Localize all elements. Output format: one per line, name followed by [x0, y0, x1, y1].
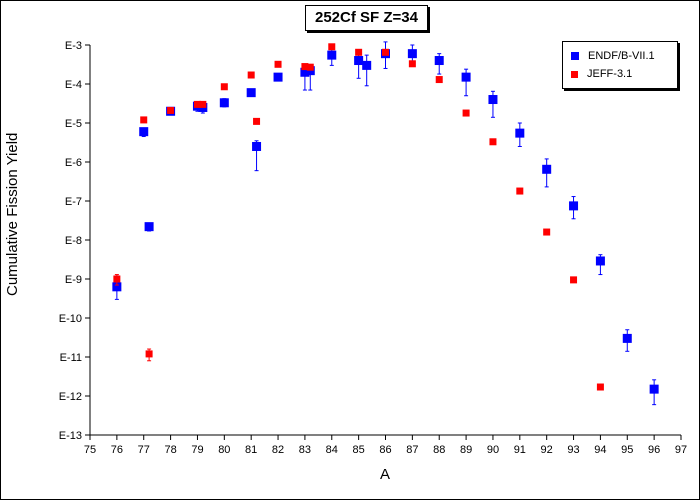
data-point-endf: [246, 88, 256, 98]
data-point-jeff: [355, 48, 363, 56]
y-tick-label: E-12: [59, 391, 82, 403]
x-tick-label: 84: [326, 444, 338, 456]
x-tick-label: 81: [245, 444, 257, 456]
data-point-endf: [252, 141, 262, 151]
x-tick-label: 95: [621, 444, 633, 456]
x-tick-label: 86: [379, 444, 391, 456]
data-point-endf: [327, 50, 337, 60]
data-point-jeff: [253, 117, 261, 125]
y-tick-label: E-6: [65, 157, 82, 169]
x-tick-label: 77: [138, 444, 150, 456]
y-tick-label: E-7: [65, 196, 82, 208]
data-point-jeff: [145, 350, 153, 358]
legend-entry-jeff: JEFF-3.1: [571, 66, 632, 82]
x-tick-label: 97: [675, 444, 687, 456]
data-point-jeff: [167, 106, 175, 114]
x-tick-label: 82: [272, 444, 284, 456]
data-point-jeff: [516, 187, 524, 195]
x-tick-label: 90: [487, 444, 499, 456]
legend-entry-endf: ENDF/B-VII.1: [571, 48, 655, 64]
data-point-endf: [219, 98, 229, 108]
x-tick-label: 75: [84, 444, 96, 456]
x-tick-label: 83: [299, 444, 311, 456]
legend-marker-endf: [571, 52, 579, 60]
data-point-endf: [273, 72, 283, 82]
legend-marker-jeff: [571, 71, 578, 78]
data-point-jeff: [408, 60, 416, 68]
y-tick-label: E-13: [59, 430, 82, 442]
data-point-jeff: [193, 100, 201, 108]
chart-title: 252Cf SF Z=34: [305, 5, 428, 31]
data-point-jeff: [113, 275, 121, 283]
data-point-endf: [542, 164, 552, 174]
data-point-endf: [139, 127, 149, 137]
data-point-endf: [622, 333, 632, 343]
x-tick-label: 79: [191, 444, 203, 456]
x-tick-label: 85: [353, 444, 365, 456]
data-point-jeff: [382, 48, 389, 56]
data-point-endf: [515, 128, 525, 138]
data-point-endf: [434, 56, 444, 66]
data-point-endf: [112, 282, 122, 292]
x-tick-label: 87: [406, 444, 418, 456]
data-point-endf: [569, 201, 579, 211]
data-point-jeff: [328, 43, 336, 51]
data-point-jeff: [247, 71, 255, 79]
data-point-jeff: [199, 100, 207, 108]
x-tick-label: 92: [541, 444, 553, 456]
x-tick-label: 91: [514, 444, 526, 456]
data-point-endf: [488, 95, 498, 105]
y-tick-label: E-9: [65, 274, 82, 286]
data-point-jeff: [596, 383, 604, 391]
y-tick-label: E-4: [65, 79, 82, 91]
x-tick-label: 78: [164, 444, 176, 456]
y-tick-label: E-11: [60, 352, 82, 364]
legend-label-jeff: JEFF-3.1: [587, 68, 633, 80]
data-point-jeff: [435, 76, 443, 84]
data-point-endf: [300, 67, 310, 77]
x-tick-label: 76: [111, 444, 123, 456]
data-point-jeff: [140, 116, 148, 124]
y-tick-label: E-8: [65, 235, 82, 247]
data-point-jeff: [306, 63, 314, 71]
data-point-jeff: [489, 138, 497, 146]
data-point-jeff: [301, 63, 309, 71]
data-point-endf: [144, 222, 154, 232]
data-point-jeff: [274, 60, 282, 68]
x-tick-label: 94: [594, 444, 606, 456]
data-point-jeff: [570, 276, 578, 284]
data-point-endf: [649, 384, 659, 394]
data-point-endf: [407, 49, 417, 59]
data-point-jeff: [462, 109, 470, 117]
x-tick-label: 93: [567, 444, 579, 456]
x-tick-label: 89: [460, 444, 472, 456]
x-tick-label: 80: [218, 444, 230, 456]
x-tick-label: 88: [433, 444, 445, 456]
data-point-endf: [595, 256, 605, 266]
data-point-endf: [354, 56, 364, 66]
y-tick-label: E-3: [65, 40, 82, 52]
data-point-endf: [362, 60, 372, 70]
x-axis-label: A: [380, 466, 391, 483]
legend: ENDF/B-VII.1 JEFF-3.1: [562, 41, 678, 89]
legend-label-endf: ENDF/B-VII.1: [588, 50, 655, 62]
y-tick-label: E-10: [59, 313, 82, 325]
data-point-endf: [461, 72, 471, 82]
x-tick-label: 96: [648, 444, 660, 456]
y-axis-label: Cumulative Fission Yield: [4, 132, 21, 296]
data-point-jeff: [543, 228, 551, 236]
y-tick-label: E-5: [65, 118, 82, 130]
data-point-jeff: [220, 83, 228, 91]
